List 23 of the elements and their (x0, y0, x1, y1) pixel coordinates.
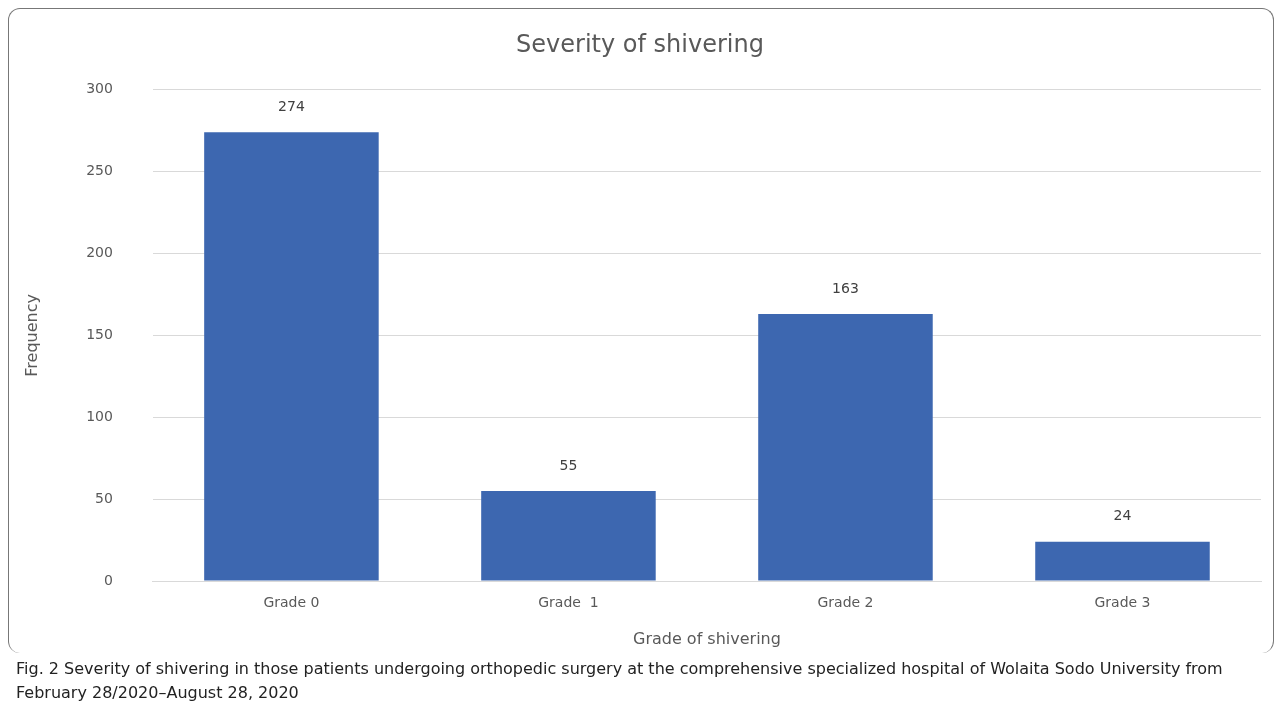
x-tick-label: Grade 3 (1094, 594, 1151, 611)
y-tick-label: 250 (86, 162, 113, 179)
y-tick-label: 300 (86, 80, 113, 97)
y-tick-label: 100 (86, 407, 113, 424)
chart-title: Severity of shivering (516, 29, 764, 58)
data-label: 24 (1113, 507, 1132, 524)
y-tick-label: 50 (95, 489, 113, 506)
bar (481, 490, 656, 581)
y-tick-label: 200 (86, 244, 113, 261)
caption: Fig. 2 Severity of shivering in those patients undergoing orthopedic surgery at the comprehensive specialized hospital of Wolaita Sodo University from February 28/2020–August 28, 2020 (15, 658, 1224, 704)
data-label: 163 (832, 279, 859, 296)
x-tick-label: Grade 1 (538, 594, 599, 611)
data-label: 55 (559, 456, 578, 473)
x-tick-label: Grade 0 (263, 594, 320, 611)
x-tick-label: Grade 2 (817, 594, 874, 611)
y-axis-title: Frequency (21, 294, 41, 377)
bar (758, 314, 933, 581)
y-tick-label: 0 (104, 571, 113, 588)
bar (204, 132, 379, 581)
bar (1035, 541, 1210, 581)
y-tick-label: 150 (86, 326, 113, 343)
x-axis-title: Grade of shivering (632, 628, 781, 648)
data-label: 274 (278, 98, 305, 115)
